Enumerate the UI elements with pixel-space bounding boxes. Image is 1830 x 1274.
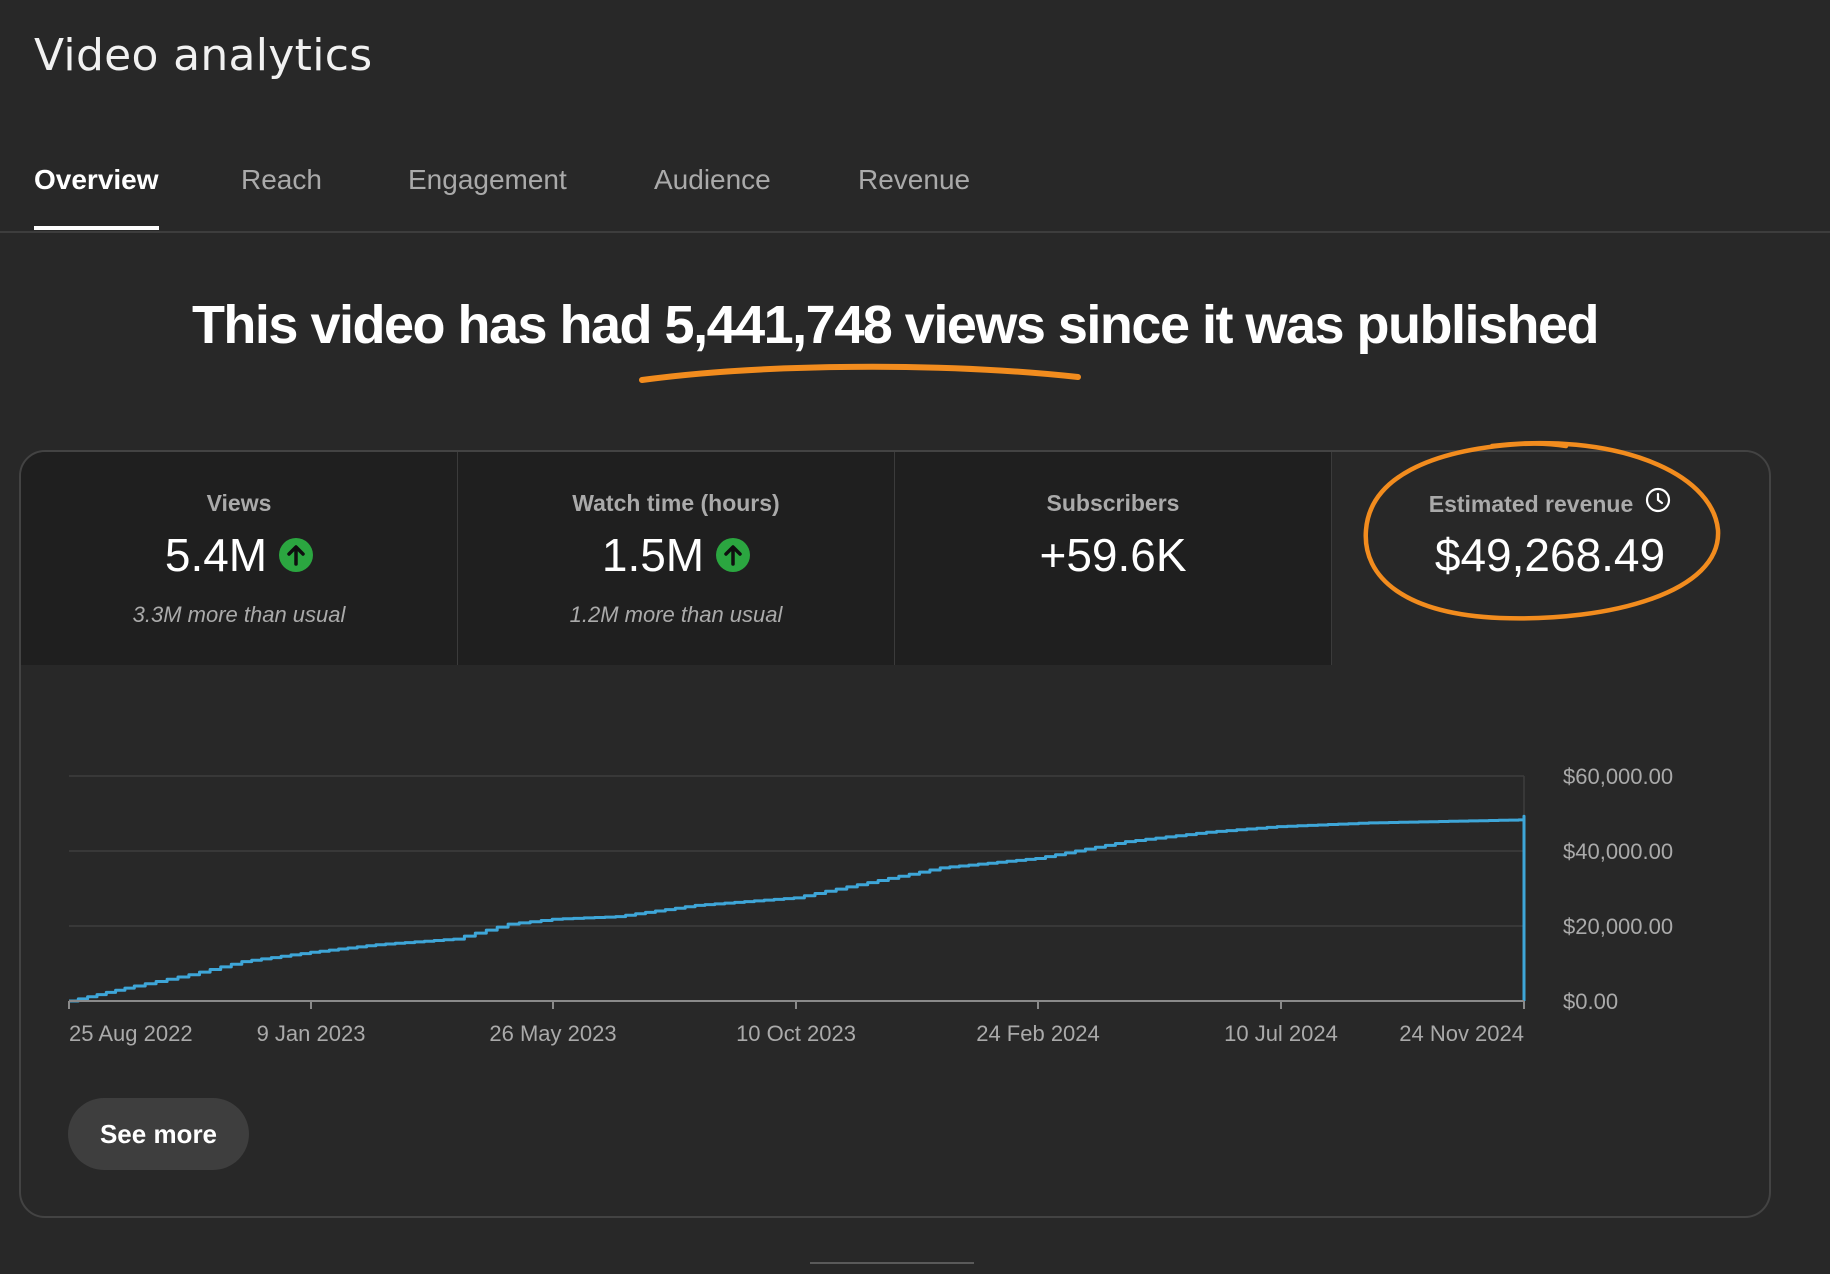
y-tick-label: $20,000.00	[1563, 914, 1673, 939]
headline-suffix: since it was published	[1044, 295, 1600, 355]
x-tick-label: 24 Feb 2024	[976, 1021, 1100, 1046]
see-more-button[interactable]: See more	[68, 1098, 249, 1170]
tab-bar: Overview Reach Engagement Audience Reven…	[0, 160, 1830, 233]
arrow-up-icon	[279, 537, 314, 572]
metric-label: Views	[206, 490, 272, 516]
x-tick-label: 9 Jan 2023	[257, 1021, 366, 1046]
y-tick-label: $60,000.00	[1563, 764, 1673, 789]
x-tick-label: 10 Oct 2023	[736, 1021, 856, 1046]
metric-value-text: 1.5M	[601, 529, 705, 581]
headline-views: 5,441,748 views	[664, 295, 1046, 355]
tab-engagement[interactable]: Engagement	[408, 164, 567, 195]
metric-value: +59.6K	[895, 528, 1331, 582]
metric-views[interactable]: Views 5.4M 3.3M more than usual	[21, 452, 459, 665]
y-tick-label: $40,000.00	[1563, 839, 1673, 864]
arrow-up-icon	[716, 537, 751, 572]
analytics-card: Views 5.4M 3.3M more than usual Watch ti…	[19, 450, 1771, 1218]
x-tick-label: 26 May 2023	[489, 1021, 616, 1046]
tab-overview[interactable]: Overview	[34, 164, 159, 230]
metric-value: 1.5M	[458, 528, 894, 582]
metric-note: 1.2M more than usual	[569, 602, 783, 627]
y-tick-label: $0.00	[1563, 989, 1618, 1014]
page-title: Video analytics	[34, 30, 373, 81]
metric-label: Watch time (hours)	[572, 490, 780, 516]
tab-audience[interactable]: Audience	[654, 164, 771, 195]
tab-reach[interactable]: Reach	[241, 164, 322, 195]
revenue-series-line	[69, 814, 1526, 1003]
x-tick-label: 24 Nov 2024	[1399, 1021, 1524, 1046]
metric-value: 5.4M	[21, 528, 457, 582]
x-tick-label: 10 Jul 2024	[1224, 1021, 1338, 1046]
tab-revenue[interactable]: Revenue	[858, 164, 971, 195]
metric-value-text: 5.4M	[164, 529, 268, 581]
revenue-chart: $0.00 $20,000.00 $40,000.00 $60,000.00 25 Au…	[68, 764, 1673, 1046]
bottom-drag-handle	[810, 1262, 974, 1264]
metric-label: Subscribers	[1046, 490, 1180, 516]
x-tick-label: 25 Aug 2022	[69, 1021, 193, 1046]
headline: This video has had 5,441,748 views since…	[0, 294, 1790, 356]
headline-prefix: This video has had	[191, 295, 665, 355]
metric-note: 3.3M more than usual	[132, 602, 346, 627]
metric-value-text: +59.6K	[1039, 529, 1187, 581]
metric-watch-time[interactable]: Watch time (hours) 1.5M 1.2M more than u…	[458, 452, 896, 665]
